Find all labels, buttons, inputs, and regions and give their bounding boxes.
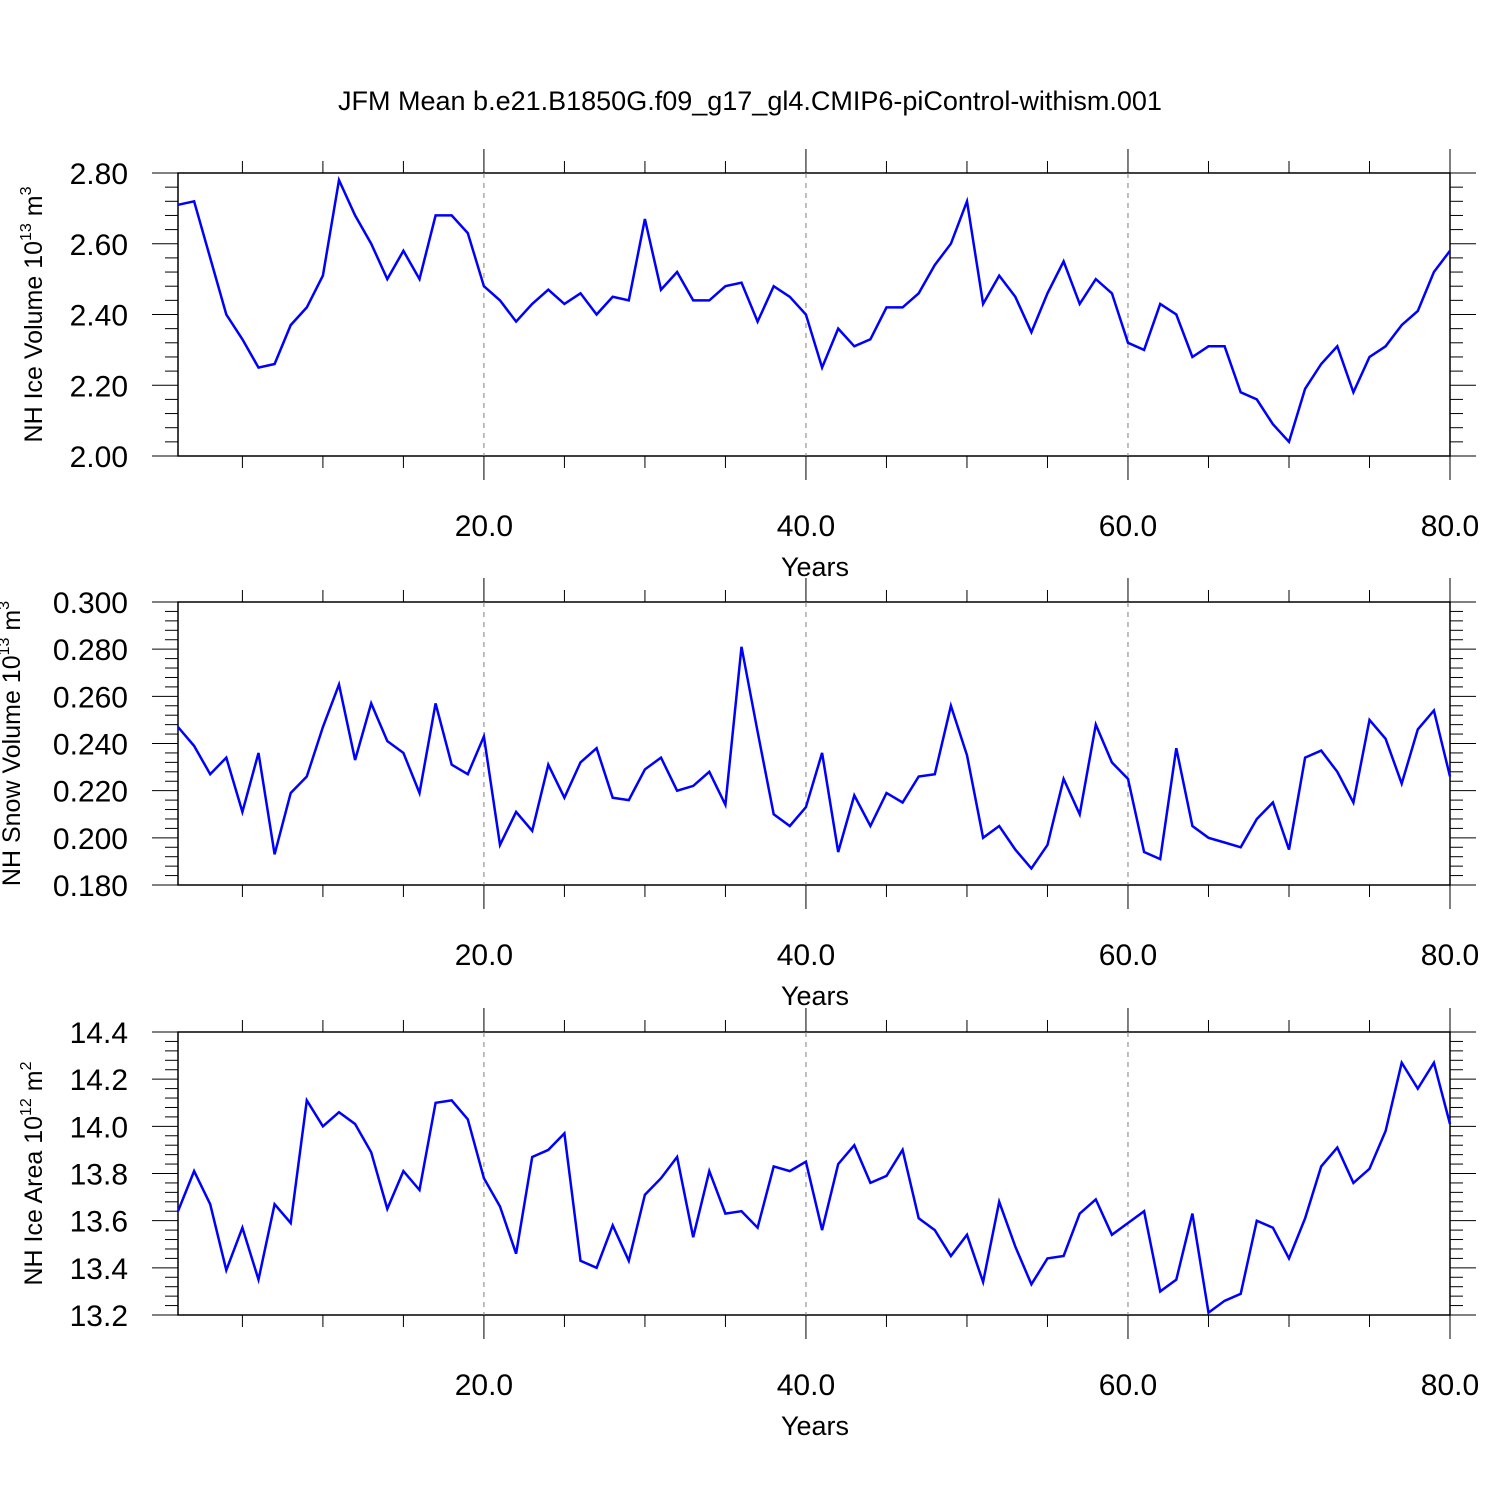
- x-tick-label: 60.0: [1099, 939, 1157, 972]
- x-tick-label: 20.0: [455, 1369, 513, 1402]
- x-tick-label: 80.0: [1421, 510, 1479, 543]
- y-tick-label: 0.220: [53, 776, 128, 809]
- y-tick-label: 0.260: [53, 681, 128, 714]
- y-tick-label: 0.200: [53, 823, 128, 856]
- y-tick-label: 14.0: [70, 1111, 128, 1144]
- y-tick-label: 2.60: [70, 229, 128, 262]
- y-tick-label: 14.4: [70, 1017, 128, 1050]
- x-tick-label: 80.0: [1421, 1369, 1479, 1402]
- x-tick-label: 40.0: [777, 1369, 835, 1402]
- y-tick-label: 0.240: [53, 729, 128, 762]
- y-tick-label: 14.2: [70, 1064, 128, 1097]
- y-tick-label: 0.180: [53, 870, 128, 903]
- plot-frame: [177, 172, 1451, 457]
- chart-panel-3: 20.0 40.0 60.0 80.0 Years 13.2 13.4 13.6 13.8 14.…: [18, 1008, 1479, 1441]
- series-line-1: [177, 175, 1451, 445]
- y-tick-label: 0.280: [53, 634, 128, 667]
- x-axis-label: Years: [781, 981, 849, 1011]
- series-points: [177, 646, 1451, 869]
- y-tick-label: 2.00: [70, 441, 128, 474]
- x-tick-label: 80.0: [1421, 939, 1479, 972]
- x-tick-label: 20.0: [455, 510, 513, 543]
- y-tick-label: 13.4: [70, 1253, 128, 1286]
- y-tick-label: 2.20: [70, 370, 128, 403]
- x-tick-label: 20.0: [455, 939, 513, 972]
- plot-frame: [177, 1031, 1451, 1316]
- series-line-1: [176, 1059, 1452, 1315]
- plot-frame: [177, 601, 1451, 886]
- y-axis-label: NH Snow Volume 1013 m3: [0, 601, 26, 886]
- chart-panel-2: 20.0 40.0 60.0 80.0 Years 0.180 0.200 0.220 0.24…: [0, 578, 1479, 1011]
- y-axis-label: NH Ice Area 1012 m2: [18, 1061, 48, 1285]
- y-axis-label: NH Ice Volume 1013 m3: [18, 186, 48, 442]
- x-tick-label: 60.0: [1099, 1369, 1157, 1402]
- y-tick-label: 13.2: [70, 1300, 128, 1333]
- series-points: [177, 1062, 1451, 1313]
- y-tick-label: 0.300: [53, 587, 128, 620]
- series-points: [177, 180, 1451, 442]
- y-tick-label: 2.40: [70, 300, 128, 333]
- y-tick-label: 13.8: [70, 1159, 128, 1192]
- chart-panel-1: 20.0 40.0 60.0 80.0 Years 2.00 2.20 2.40 2.60 2.8…: [18, 149, 1479, 582]
- y-tick-label: 2.80: [70, 158, 128, 191]
- y-tick-label: 13.6: [70, 1206, 128, 1239]
- x-tick-label: 40.0: [777, 510, 835, 543]
- chart-title: JFM Mean b.e21.B1850G.f09_g17_gl4.CMIP6-…: [338, 86, 1162, 116]
- x-axis-label: Years: [781, 552, 849, 582]
- series-line-1: [177, 646, 1452, 871]
- x-axis-label: Years: [781, 1411, 849, 1441]
- x-tick-label: 40.0: [777, 939, 835, 972]
- x-tick-label: 60.0: [1099, 510, 1157, 543]
